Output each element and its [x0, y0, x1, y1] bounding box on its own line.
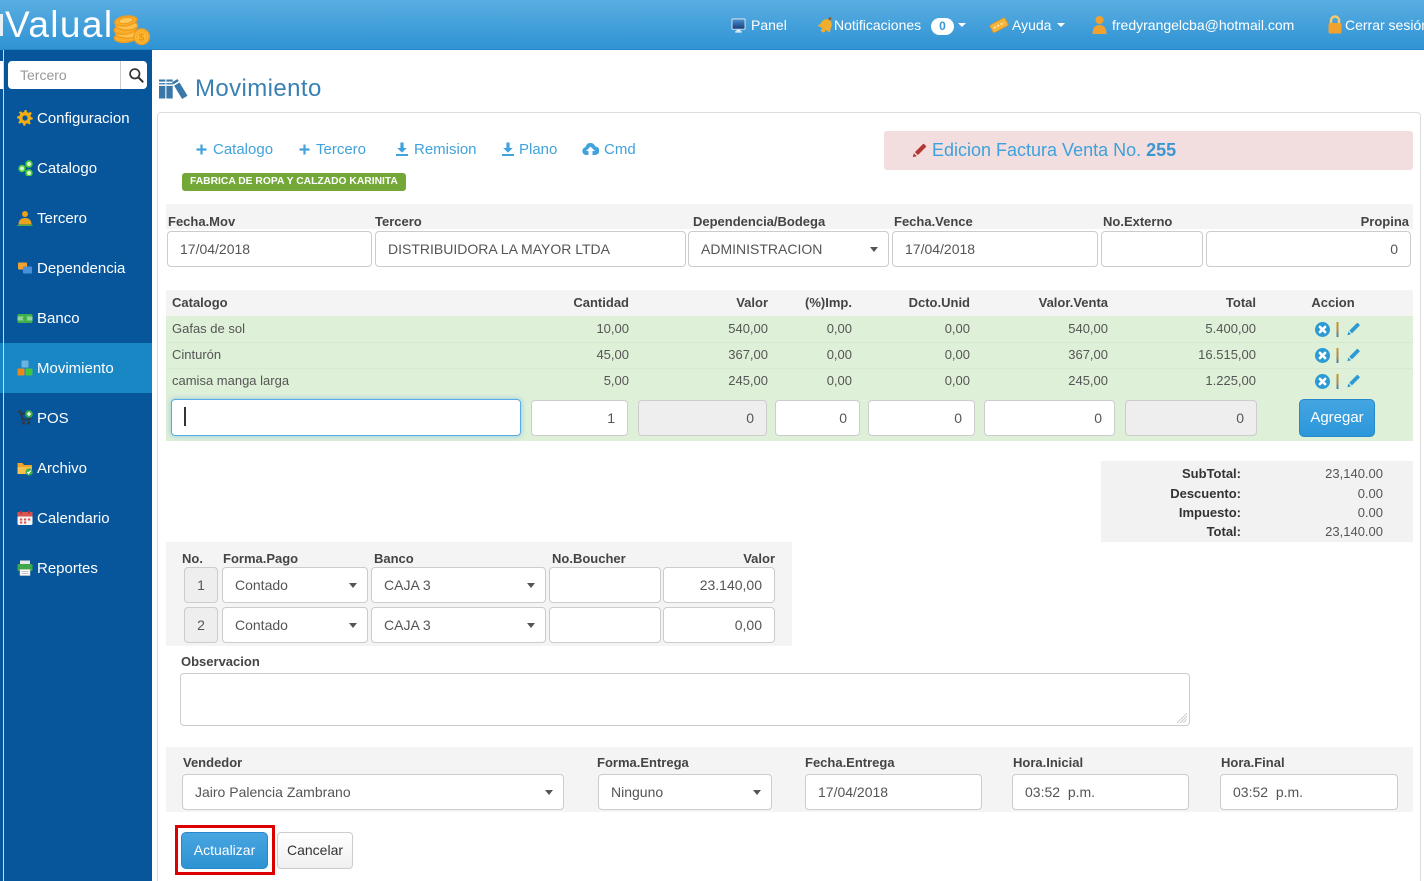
svg-text:$: $ — [139, 32, 145, 44]
